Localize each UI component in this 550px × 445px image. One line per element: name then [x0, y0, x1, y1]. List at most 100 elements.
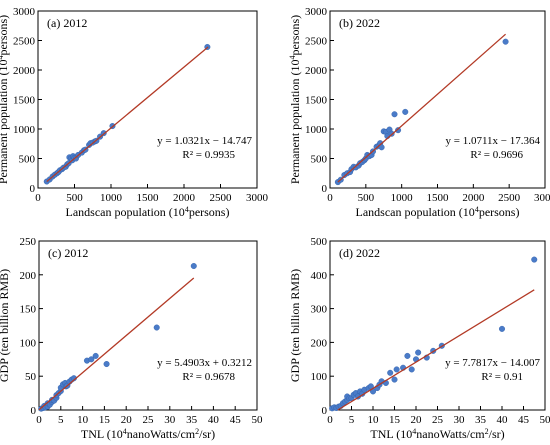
x-tick-label: 5: [58, 414, 64, 426]
data-point: [190, 263, 197, 270]
data-point: [415, 349, 422, 356]
fit-equation: y = 7.7817x − 14.007: [445, 357, 540, 369]
x-tick-label: 5: [349, 414, 355, 426]
fit-equation: y = 1.0711x − 17.364: [446, 135, 541, 147]
y-tick-label: 2000: [13, 65, 36, 77]
y-tick-label: 1500: [13, 95, 36, 107]
x-axis-label: Landscan population (104persons): [66, 205, 230, 220]
x-tick-label: 10: [368, 414, 380, 426]
y-tick-label: 200: [20, 270, 37, 282]
y-tick-label: 400: [311, 270, 328, 282]
x-tick-label: 25: [143, 414, 155, 426]
y-tick-label: 0: [30, 183, 36, 195]
x-tick-label: 35: [475, 414, 487, 426]
r-squared: R² = 0.9935: [182, 149, 235, 161]
y-tick-label: 50: [25, 371, 37, 383]
x-tick-label: 15: [99, 414, 111, 426]
data-point: [153, 324, 160, 331]
r-squared: R² = 0.91: [481, 371, 523, 383]
x-tick-label: 30: [454, 414, 466, 426]
data-point: [395, 127, 402, 134]
r-squared: R² = 0.9678: [182, 371, 235, 383]
x-tick-label: 0: [327, 192, 333, 204]
x-axis-label: Landscan population (104persons): [356, 205, 520, 220]
y-tick-label: 3000: [13, 6, 36, 18]
x-tick-label: 2000: [462, 192, 485, 204]
plot-frame: [38, 240, 258, 411]
x-tick-label: 10: [77, 414, 89, 426]
x-tick-label: 0: [36, 414, 42, 426]
fit-line: [46, 46, 209, 183]
x-tick-label: 3000: [246, 192, 269, 204]
data-point: [404, 352, 411, 359]
plot-frame: [329, 240, 546, 411]
y-tick-label: 500: [311, 154, 328, 166]
y-tick-label: 200: [311, 337, 328, 349]
x-tick-label: 45: [230, 414, 242, 426]
x-tick-label: 50: [540, 414, 550, 426]
x-tick-label: 25: [432, 414, 444, 426]
panel-title: (d) 2022: [339, 246, 380, 260]
x-axis-label: TNL (104nanoWatts/cm2/sr): [81, 427, 215, 442]
y-axis-label: GDP (ten billion RMB): [288, 269, 302, 382]
x-tick-label: 2500: [498, 192, 521, 204]
data-point: [393, 366, 400, 373]
x-tick-label: 50: [252, 414, 264, 426]
x-tick-label: 1000: [100, 192, 123, 204]
panel-a: 0 500 1000 1500 2000 2500 3000 0 500 1000 1500 2000…: [0, 6, 269, 219]
y-tick-label: 2500: [305, 36, 328, 48]
y-tick-label: 250: [20, 236, 37, 248]
data-point: [88, 356, 95, 363]
x-tick-label: 500: [66, 192, 83, 204]
x-tick-label: 2500: [210, 192, 233, 204]
x-tick-label: 500: [358, 192, 375, 204]
panel-d: 0 5 10 15 20 25 30 35 40 45 500100200300400500TNL …: [288, 236, 550, 441]
y-tick-label: 1000: [13, 124, 36, 136]
y-tick-label: 0: [322, 183, 328, 195]
fit-line: [38, 277, 195, 411]
fit-equation: y = 1.0321x − 14.747: [157, 135, 252, 147]
x-tick-label: 40: [208, 414, 220, 426]
x-tick-label: 15: [389, 414, 401, 426]
y-tick-label: 1500: [305, 95, 328, 107]
panel-b: 0 500 1000 1500 2000 2500 3000 0 500 1000 1500 2000…: [288, 6, 550, 219]
x-tick-label: 20: [411, 414, 423, 426]
x-tick-label: 2000: [173, 192, 196, 204]
y-tick-label: 3000: [305, 6, 328, 18]
y-tick-label: 150: [20, 304, 37, 316]
data-point: [92, 352, 99, 359]
x-axis-label: TNL (104nanoWatts/cm2/sr): [370, 427, 504, 442]
r-squared: R² = 0.9696: [470, 149, 523, 161]
data-point: [391, 111, 398, 118]
x-tick-label: 45: [518, 414, 530, 426]
x-tick-label: 0: [327, 414, 333, 426]
x-tick-label: 1500: [137, 192, 160, 204]
data-point: [402, 108, 409, 115]
fit-equation: y = 5.4903x + 0.3212: [157, 357, 252, 369]
y-tick-label: 100: [311, 371, 328, 383]
x-tick-label: 1500: [427, 192, 450, 204]
fit-line: [337, 33, 507, 183]
y-axis-label: GDP (ten billion RMB): [0, 269, 11, 382]
panel-title: (b) 2022: [339, 16, 380, 30]
data-point: [378, 144, 385, 151]
x-tick-label: 30: [164, 414, 176, 426]
y-tick-label: 300: [311, 304, 328, 316]
panel-title: (c) 2012: [48, 246, 88, 260]
y-tick-label: 2000: [305, 65, 328, 77]
y-axis-label: Permanent population (104persons): [288, 15, 303, 184]
y-tick-label: 500: [311, 236, 328, 248]
data-point: [502, 38, 509, 45]
x-tick-label: 20: [121, 414, 133, 426]
panel-title: (a) 2012: [47, 16, 87, 30]
x-tick-label: 35: [186, 414, 198, 426]
y-tick-label: 500: [19, 154, 36, 166]
data-point: [499, 325, 506, 332]
fit-line: [337, 289, 535, 411]
x-tick-label: 40: [497, 414, 509, 426]
x-tick-label: 3000: [534, 192, 550, 204]
y-tick-label: 1000: [305, 124, 328, 136]
y-tick-label: 100: [20, 337, 37, 349]
x-tick-label: 0: [35, 192, 41, 204]
